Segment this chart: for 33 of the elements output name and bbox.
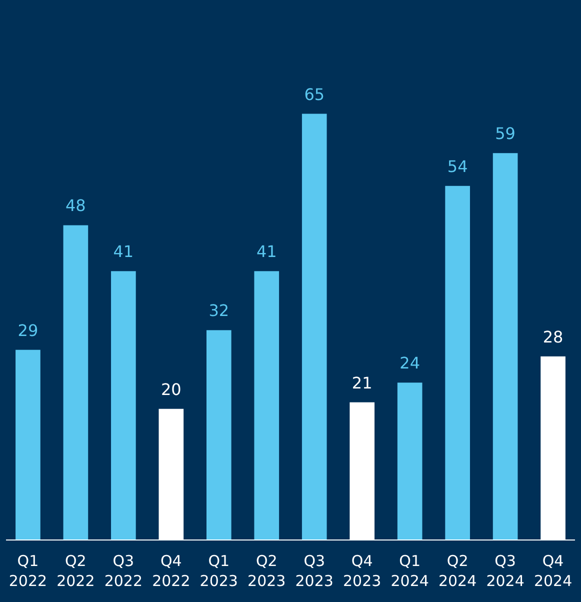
x-tick-label: Q4 2024 xyxy=(534,552,572,590)
x-tick-label: Q3 2024 xyxy=(486,552,524,590)
data-label: 32 xyxy=(208,301,230,320)
bar xyxy=(492,153,518,540)
data-label: 41 xyxy=(256,242,277,262)
x-tick-label: Q2 2023 xyxy=(248,552,286,590)
x-tick-label: Q1 2023 xyxy=(200,552,238,590)
x-tick-label: Q4 2023 xyxy=(343,552,382,590)
bar xyxy=(16,350,40,540)
data-label: 21 xyxy=(352,373,372,392)
x-tick-label: Q3 2023 xyxy=(295,552,334,590)
data-label: 29 xyxy=(18,320,38,340)
bar xyxy=(445,186,470,540)
data-label: 41 xyxy=(113,242,134,262)
x-tick-label: Q1 2024 xyxy=(390,552,429,590)
bar xyxy=(206,330,232,540)
data-label: 48 xyxy=(66,196,86,216)
x-tick-label: Q2 2022 xyxy=(56,552,95,590)
bar xyxy=(63,225,88,540)
bar xyxy=(302,114,327,540)
x-tick-label: Q2 2024 xyxy=(438,552,477,590)
data-label: 28 xyxy=(542,327,564,346)
data-label: 65 xyxy=(304,84,325,104)
bar xyxy=(254,271,280,540)
bar xyxy=(111,271,136,540)
x-tick-label: Q1 2022 xyxy=(8,552,48,590)
data-label: 24 xyxy=(400,354,420,373)
x-tick-label: Q4 2022 xyxy=(152,552,190,590)
x-tick-label: Q3 2022 xyxy=(104,552,143,590)
data-label: 59 xyxy=(495,124,516,144)
bar xyxy=(397,382,422,540)
data-label: 20 xyxy=(160,380,182,399)
data-label: 54 xyxy=(447,156,468,176)
